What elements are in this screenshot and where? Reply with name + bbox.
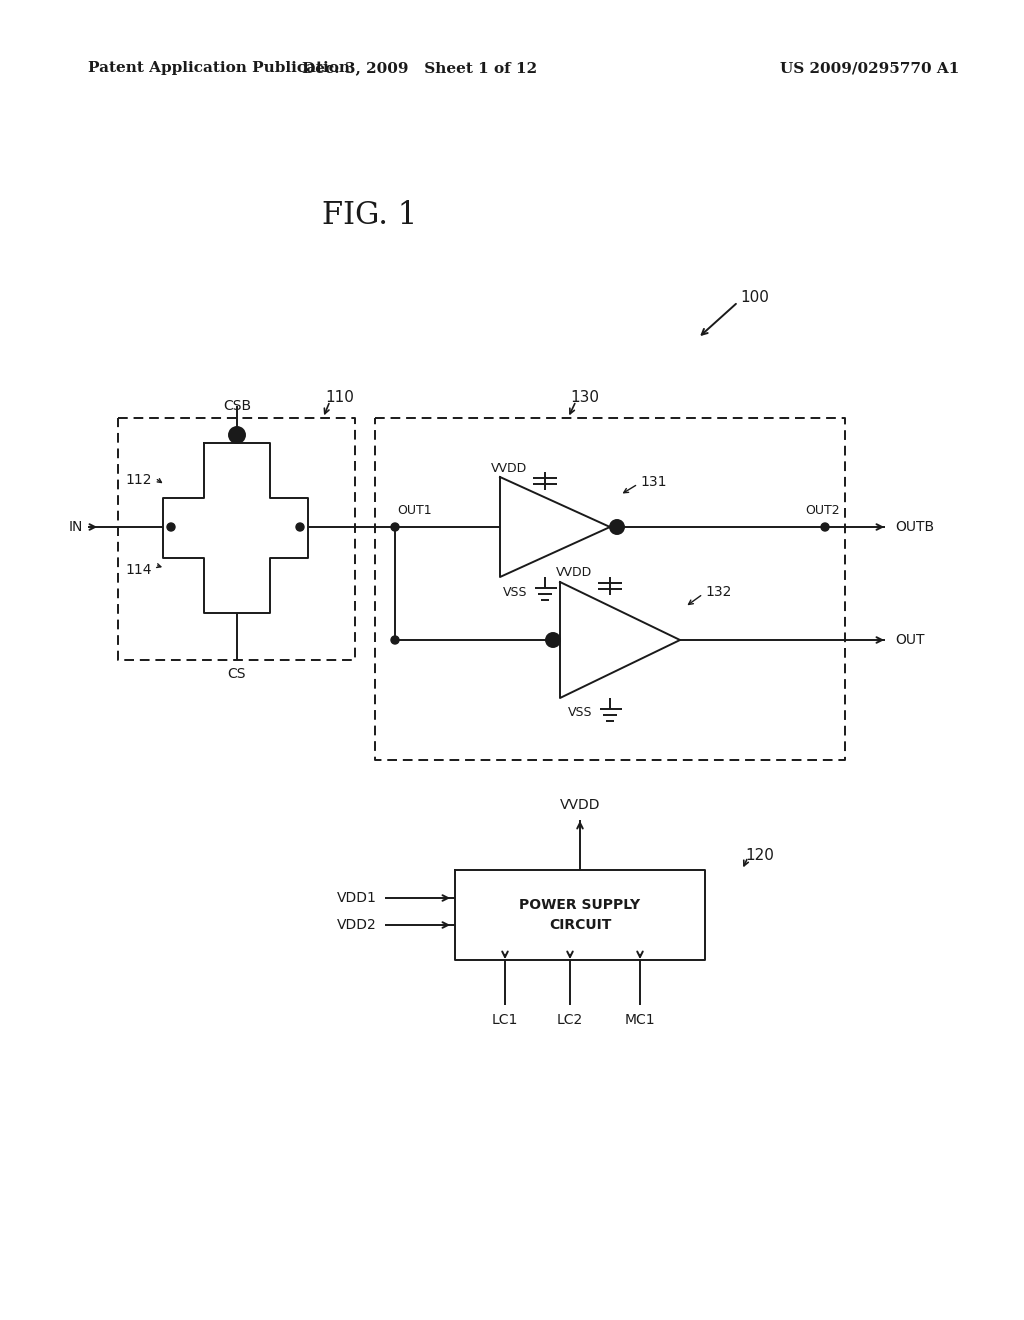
Circle shape [229,426,245,444]
Text: OUT2: OUT2 [805,503,840,516]
Circle shape [391,523,399,531]
Text: 100: 100 [740,290,769,305]
Text: OUT1: OUT1 [397,503,432,516]
Text: LC1: LC1 [492,1012,518,1027]
Text: VSS: VSS [567,706,592,719]
Text: 130: 130 [570,391,599,405]
Circle shape [610,520,624,535]
Text: CSB: CSB [223,399,251,413]
Text: LC2: LC2 [557,1012,583,1027]
Text: VVDD: VVDD [560,799,600,812]
Circle shape [167,523,175,531]
Text: 110: 110 [325,391,354,405]
Circle shape [296,523,304,531]
Circle shape [546,634,560,647]
Text: OUT: OUT [895,634,925,647]
Circle shape [391,636,399,644]
Text: OUTB: OUTB [895,520,934,535]
Text: 120: 120 [745,847,774,862]
Text: CS: CS [227,667,246,681]
Text: IN: IN [69,520,83,535]
Text: 132: 132 [705,585,731,599]
Text: MC1: MC1 [625,1012,655,1027]
Text: VVDD: VVDD [556,566,592,579]
Text: 114: 114 [126,564,152,577]
Text: 131: 131 [640,475,667,488]
Text: POWER SUPPLY: POWER SUPPLY [519,898,641,912]
Text: VSS: VSS [503,586,527,598]
Text: FIG. 1: FIG. 1 [323,199,418,231]
Text: VDD1: VDD1 [337,891,377,906]
Text: US 2009/0295770 A1: US 2009/0295770 A1 [780,61,959,75]
Text: VDD2: VDD2 [337,917,377,932]
Text: VVDD: VVDD [490,462,527,474]
Circle shape [821,523,829,531]
Text: 112: 112 [126,473,152,487]
Text: Patent Application Publication: Patent Application Publication [88,61,350,75]
Text: Dec. 3, 2009   Sheet 1 of 12: Dec. 3, 2009 Sheet 1 of 12 [302,61,538,75]
Text: CIRCUIT: CIRCUIT [549,917,611,932]
